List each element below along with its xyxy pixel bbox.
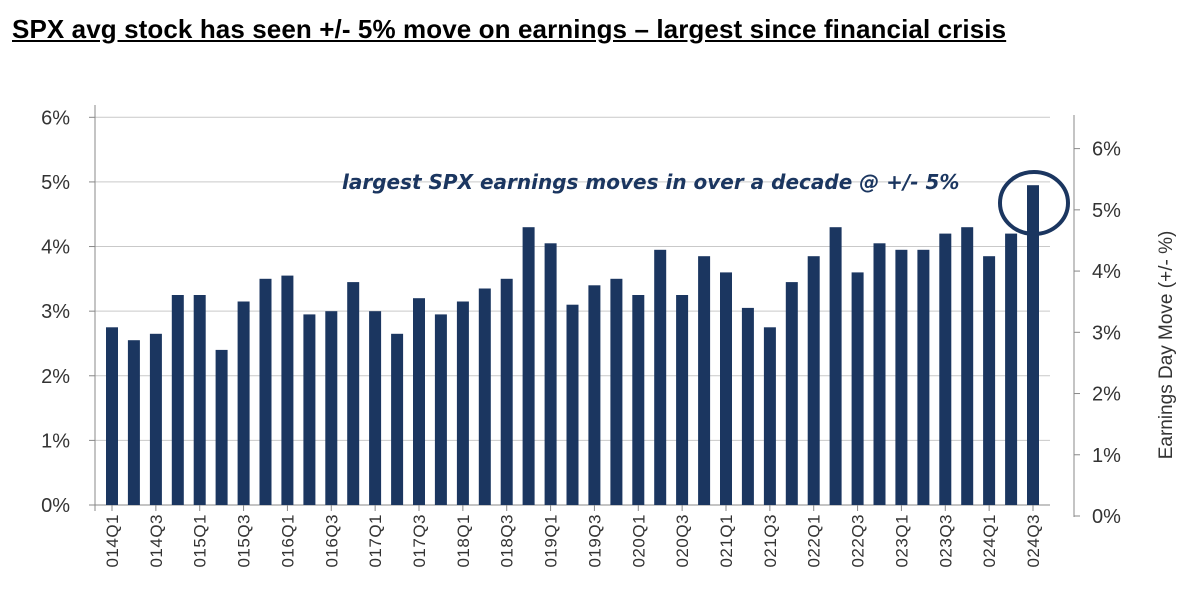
bar-2014Q2 xyxy=(127,340,140,505)
bar-2016Q1 xyxy=(281,275,294,505)
bar-2021Q3 xyxy=(763,327,776,505)
bar-2019Q2 xyxy=(566,304,579,505)
bar-2019Q4 xyxy=(610,278,623,505)
x-tick-label: 014Q1 xyxy=(103,514,122,568)
bar-2018Q3 xyxy=(500,278,513,505)
bar-2024Q2 xyxy=(1005,233,1018,505)
x-axis-ticks: 014Q1 014Q3 015Q1 015Q3 016Q1 016Q3 017Q1 017Q3… xyxy=(103,505,1043,568)
bar-2023Q2 xyxy=(917,249,930,505)
x-tick-label: 016Q1 xyxy=(278,514,297,568)
x-tick-label: 022Q1 xyxy=(805,514,824,568)
x-tick-label: 018Q3 xyxy=(498,514,517,568)
chart-annotation: largest SPX earnings moves in over a dec… xyxy=(342,170,959,194)
y-right-tick-label: 2% xyxy=(1092,384,1121,406)
bar-2024Q1 xyxy=(983,256,996,505)
bar-2020Q1 xyxy=(632,295,645,505)
bar-2020Q2 xyxy=(654,249,667,505)
y-right-tick-label: 6% xyxy=(1092,139,1121,161)
bar-2022Q1 xyxy=(807,256,820,505)
bar-2018Q4 xyxy=(522,227,535,505)
bar-2014Q4 xyxy=(171,295,184,505)
bar-2021Q1 xyxy=(720,272,732,505)
y-right-tick-label: 5% xyxy=(1092,200,1121,222)
bars xyxy=(106,185,1039,506)
x-tick-label: 021Q3 xyxy=(761,514,780,568)
bar-2019Q3 xyxy=(588,285,601,505)
bar-2023Q4 xyxy=(961,227,974,505)
bar-2017Q3 xyxy=(413,298,425,505)
bar-2021Q4 xyxy=(785,282,798,505)
bar-2015Q4 xyxy=(259,278,272,505)
bar-2016Q4 xyxy=(347,282,360,505)
y-right-tick-label: 3% xyxy=(1092,322,1121,344)
y-right-tick-label: 0% xyxy=(1092,506,1121,528)
bar-2014Q3 xyxy=(149,333,162,505)
y-axis-right-title: Earnings Day Move (+/- %) xyxy=(1156,231,1177,460)
bar-2018Q2 xyxy=(478,288,491,505)
y-left-tick-label: 1% xyxy=(41,430,70,452)
bar-2022Q4 xyxy=(873,243,886,506)
y-axis-left-ticks: 0% 1% 2% 3% 4% 5% 6% xyxy=(41,107,95,517)
y-left-tick-label: 3% xyxy=(41,301,70,323)
x-tick-label: 020Q3 xyxy=(673,514,692,568)
bar-2020Q3 xyxy=(676,295,689,505)
bar-2015Q1 xyxy=(193,295,206,505)
y-left-tick-label: 2% xyxy=(41,366,70,388)
x-tick-label: 024Q1 xyxy=(980,514,999,568)
bar-2018Q1 xyxy=(456,301,469,505)
x-tick-label: 018Q1 xyxy=(454,514,473,568)
x-tick-label: 014Q3 xyxy=(147,514,166,568)
bar-2023Q3 xyxy=(939,233,952,505)
y-left-tick-label: 4% xyxy=(41,237,70,259)
x-tick-label: 017Q1 xyxy=(366,514,385,568)
bar-2017Q1 xyxy=(369,311,382,505)
bar-2022Q2 xyxy=(829,227,842,505)
bar-2017Q4 xyxy=(434,314,447,505)
x-tick-label: 020Q1 xyxy=(629,514,648,568)
x-tick-label: 022Q3 xyxy=(849,514,868,568)
bar-2014Q1 xyxy=(106,327,118,505)
bar-2015Q2 xyxy=(215,349,228,505)
bar-2021Q2 xyxy=(741,307,754,505)
bar-2015Q3 xyxy=(237,301,250,505)
y-axis-right-ticks: 0% 1% 2% 3% 4% 5% 6% xyxy=(1074,139,1121,528)
bar-2024Q3 xyxy=(1027,185,1039,505)
x-tick-label: 015Q1 xyxy=(191,514,210,568)
x-tick-label: 019Q1 xyxy=(542,514,561,568)
bar-2019Q1 xyxy=(544,243,557,506)
x-tick-label: 021Q1 xyxy=(717,514,736,568)
page-title: SPX avg stock has seen +/- 5% move on ea… xyxy=(12,14,1007,44)
y-right-tick-label: 1% xyxy=(1092,445,1121,467)
bar-2017Q2 xyxy=(391,333,404,505)
y-left-tick-label: 6% xyxy=(41,107,70,129)
x-tick-label: 024Q3 xyxy=(1024,514,1043,568)
y-left-tick-label: 5% xyxy=(41,172,70,194)
x-tick-label: 019Q3 xyxy=(585,514,604,568)
x-tick-label: 017Q3 xyxy=(410,514,429,568)
highlight-circle xyxy=(998,170,1070,236)
y-left-tick-label: 0% xyxy=(41,495,70,517)
bar-2016Q3 xyxy=(325,311,338,505)
bar-2023Q1 xyxy=(895,249,908,505)
x-tick-label: 023Q3 xyxy=(936,514,955,568)
x-tick-label: 023Q1 xyxy=(892,514,911,568)
y-right-tick-label: 4% xyxy=(1092,261,1121,283)
bar-2022Q3 xyxy=(851,272,864,505)
x-tick-label: 015Q3 xyxy=(235,514,254,568)
x-tick-label: 016Q3 xyxy=(322,514,341,568)
bar-2020Q4 xyxy=(698,256,711,505)
bar-2016Q2 xyxy=(303,314,316,505)
